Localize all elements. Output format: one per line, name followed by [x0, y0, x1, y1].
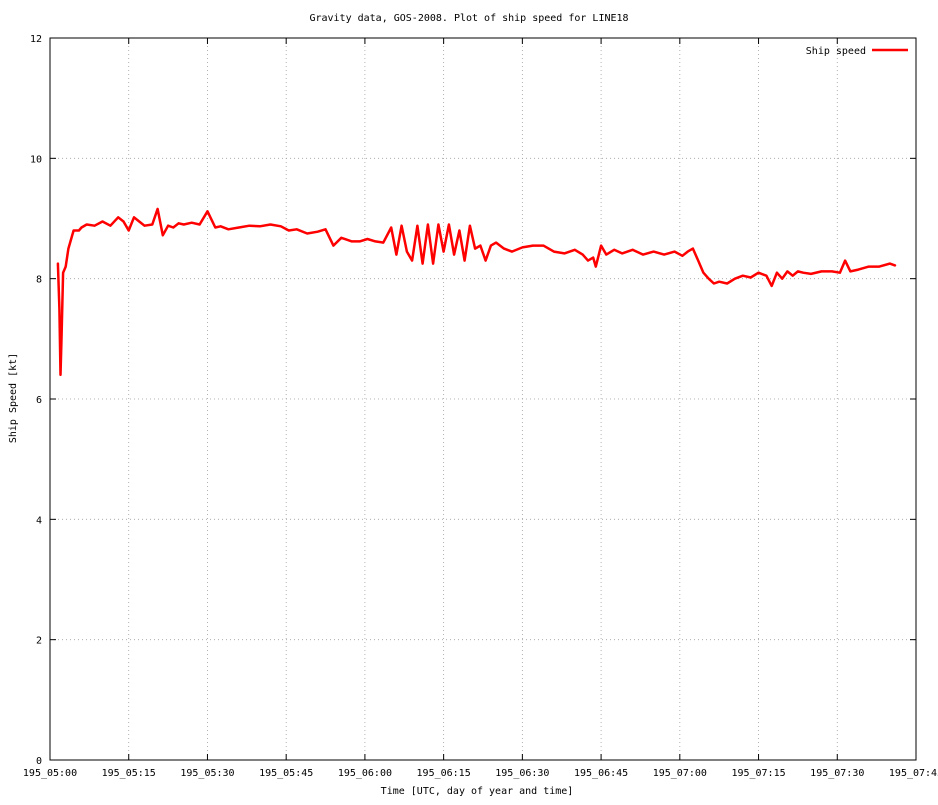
- x-tick-label: 195_07:00: [653, 768, 707, 779]
- y-tick-label: 10: [30, 154, 42, 165]
- y-tick-label: 2: [36, 636, 42, 647]
- plot-frame: [49, 37, 917, 761]
- y-axis-label: Ship Speed [kt]: [8, 353, 19, 443]
- x-axis-label: Time [UTC, day of year and time]: [381, 786, 574, 797]
- y-tick-label: 0: [36, 756, 42, 767]
- x-tick-label: 195_06:15: [417, 768, 471, 779]
- x-tick-label: 195_06:00: [338, 768, 392, 779]
- x-tick-label: 195_06:45: [574, 768, 628, 779]
- chart-title: Gravity data, GOS-2008. Plot of ship spe…: [309, 13, 628, 24]
- x-tick-label: 195_06:30: [495, 768, 549, 779]
- y-tick-label: 6: [36, 395, 42, 406]
- y-tick-label: 12: [30, 34, 42, 45]
- x-tick-label: 195_07:30: [810, 768, 864, 779]
- x-tick-label: 195_07:45: [889, 768, 938, 779]
- grid-layer: [50, 38, 916, 760]
- legend-label: Ship speed: [806, 46, 866, 57]
- x-tick-label: 195_05:45: [259, 768, 313, 779]
- y-tick-label: 8: [36, 275, 42, 286]
- series-layer: [56, 207, 897, 377]
- x-tick-label: 195_05:00: [23, 768, 77, 779]
- x-tick-label: 195_05:30: [180, 768, 234, 779]
- series-line-ship-speed: [56, 207, 897, 377]
- x-tick-label: 195_07:15: [731, 768, 785, 779]
- legend: Ship speed: [806, 46, 908, 57]
- x-tick-label: 195_05:15: [102, 768, 156, 779]
- y-tick-label: 4: [36, 515, 42, 526]
- tick-layer: 0 2 4 6 8 10 12 195_05:00 195_05:15 195_05:30 195_…: [23, 34, 938, 779]
